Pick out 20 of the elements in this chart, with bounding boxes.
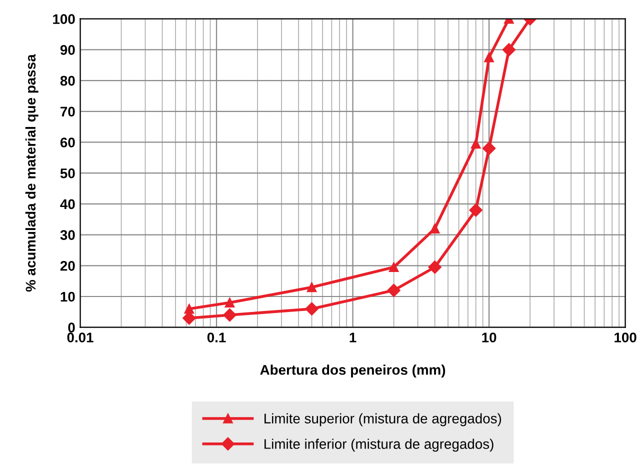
y-tick-label: 80 (60, 76, 75, 86)
x-axis-title: Abertura dos peneiros (mm) (260, 364, 446, 378)
legend-label: Limite inferior (mistura de agregados) (264, 438, 494, 452)
x-tick-label: 1 (350, 332, 356, 342)
y-tick-label: 0 (68, 322, 75, 333)
y-tick-label: 50 (60, 168, 75, 178)
y-tick-label: 90 (60, 45, 75, 55)
x-tick-label: 100 (614, 332, 636, 342)
y-axis-title: % acumulada de material que passa (25, 54, 38, 292)
x-tick-label: 0.01 (67, 332, 94, 342)
y-tick-label: 10 (60, 292, 75, 302)
x-tick-label: 0.1 (207, 332, 226, 342)
y-tick-label: 40 (60, 199, 75, 210)
x-tick-label: 10 (482, 332, 496, 342)
y-tick-label: 30 (60, 230, 75, 240)
legend-label: Limite superior (mistura de agregados) (264, 413, 502, 426)
y-tick-label: 70 (60, 106, 75, 117)
y-tick-label: 20 (60, 260, 75, 271)
y-tick-label: 60 (60, 138, 75, 148)
y-tick-label: 100 (53, 14, 75, 24)
